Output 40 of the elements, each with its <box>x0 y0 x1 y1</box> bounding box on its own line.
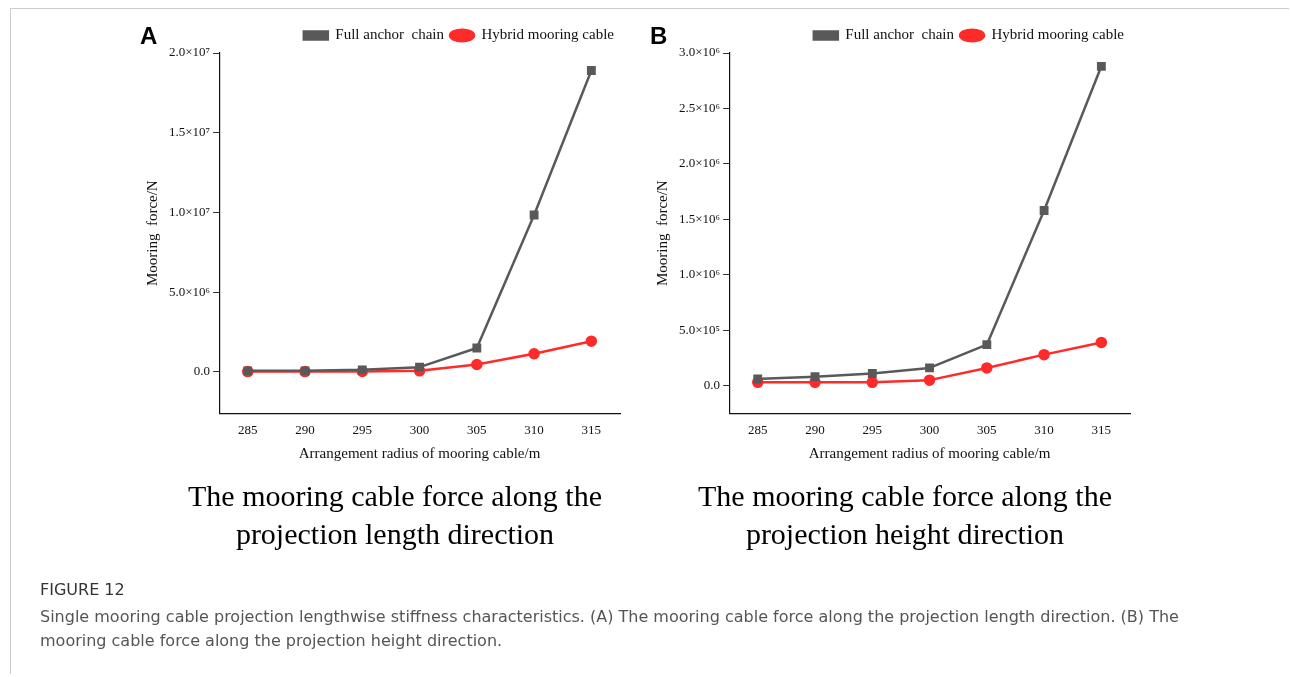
x-tick-label: 305 <box>977 421 997 437</box>
y-tick-label: 1.5×10⁶ <box>678 210 721 226</box>
x-tick-label: 290 <box>805 421 825 437</box>
text: Single mooring cable projection lengthwise stiffness characteristics. (A) The mooring cable force along the projection length direction. (B) The mooring cable force along the projection height direction. <box>40 606 1180 652</box>
x-tick-label: 305 <box>467 421 487 437</box>
x-tick-label: 310 <box>1034 421 1054 437</box>
y-tick-label: 5.0×10⁶ <box>168 283 211 299</box>
x-axis-title: Arrangement radius of mooring cable/m <box>298 444 541 461</box>
chart-title: A <box>140 22 158 50</box>
y-tick-label: 3.0×10⁶ <box>678 44 721 60</box>
x-tick-label: 300 <box>409 421 430 437</box>
y-axis-title: Mooring force/N <box>143 180 160 287</box>
x-tick-label: 315 <box>1091 421 1112 437</box>
text: The mooring cable force along the projection length direction <box>187 478 603 552</box>
y-tick-label: 0.0 <box>193 363 211 379</box>
x-tick-label: 290 <box>295 421 315 437</box>
x-tick-label: 300 <box>919 421 940 437</box>
y-tick-label: 1.5×10⁷ <box>168 124 211 140</box>
x-axis-title: Arrangement radius of mooring cable/m <box>808 444 1051 461</box>
y-tick-label: 2.0×10⁶ <box>678 155 721 171</box>
x-tick-label: 285 <box>238 421 258 437</box>
x-tick-label: 310 <box>524 421 544 437</box>
y-tick-label: 2.0×10⁷ <box>168 44 211 60</box>
y-tick-label: 1.0×10⁷ <box>168 203 211 219</box>
y-tick-label: 2.5×10⁶ <box>678 99 721 115</box>
y-tick-label: 0.0 <box>703 377 721 393</box>
x-tick-label: 285 <box>748 421 768 437</box>
legend-label: Hybrid mooring cable <box>991 26 1125 43</box>
legend-label: Hybrid mooring cable <box>481 26 615 43</box>
x-tick-label: 315 <box>581 421 602 437</box>
caption: FIGURE 12 <box>40 580 126 599</box>
legend-label: Full anchor chain <box>335 26 445 43</box>
x-tick-label: 295 <box>352 421 373 437</box>
x-tick-label: 295 <box>862 421 883 437</box>
y-tick-label: 5.0×10⁵ <box>678 321 721 337</box>
y-tick-label: 1.0×10⁶ <box>678 266 721 282</box>
text: The mooring cable force along the projection height direction <box>697 478 1113 552</box>
legend-label: Full anchor chain <box>845 26 955 43</box>
chart-title: B <box>650 22 668 50</box>
y-axis-title: Mooring force/N <box>653 180 670 287</box>
